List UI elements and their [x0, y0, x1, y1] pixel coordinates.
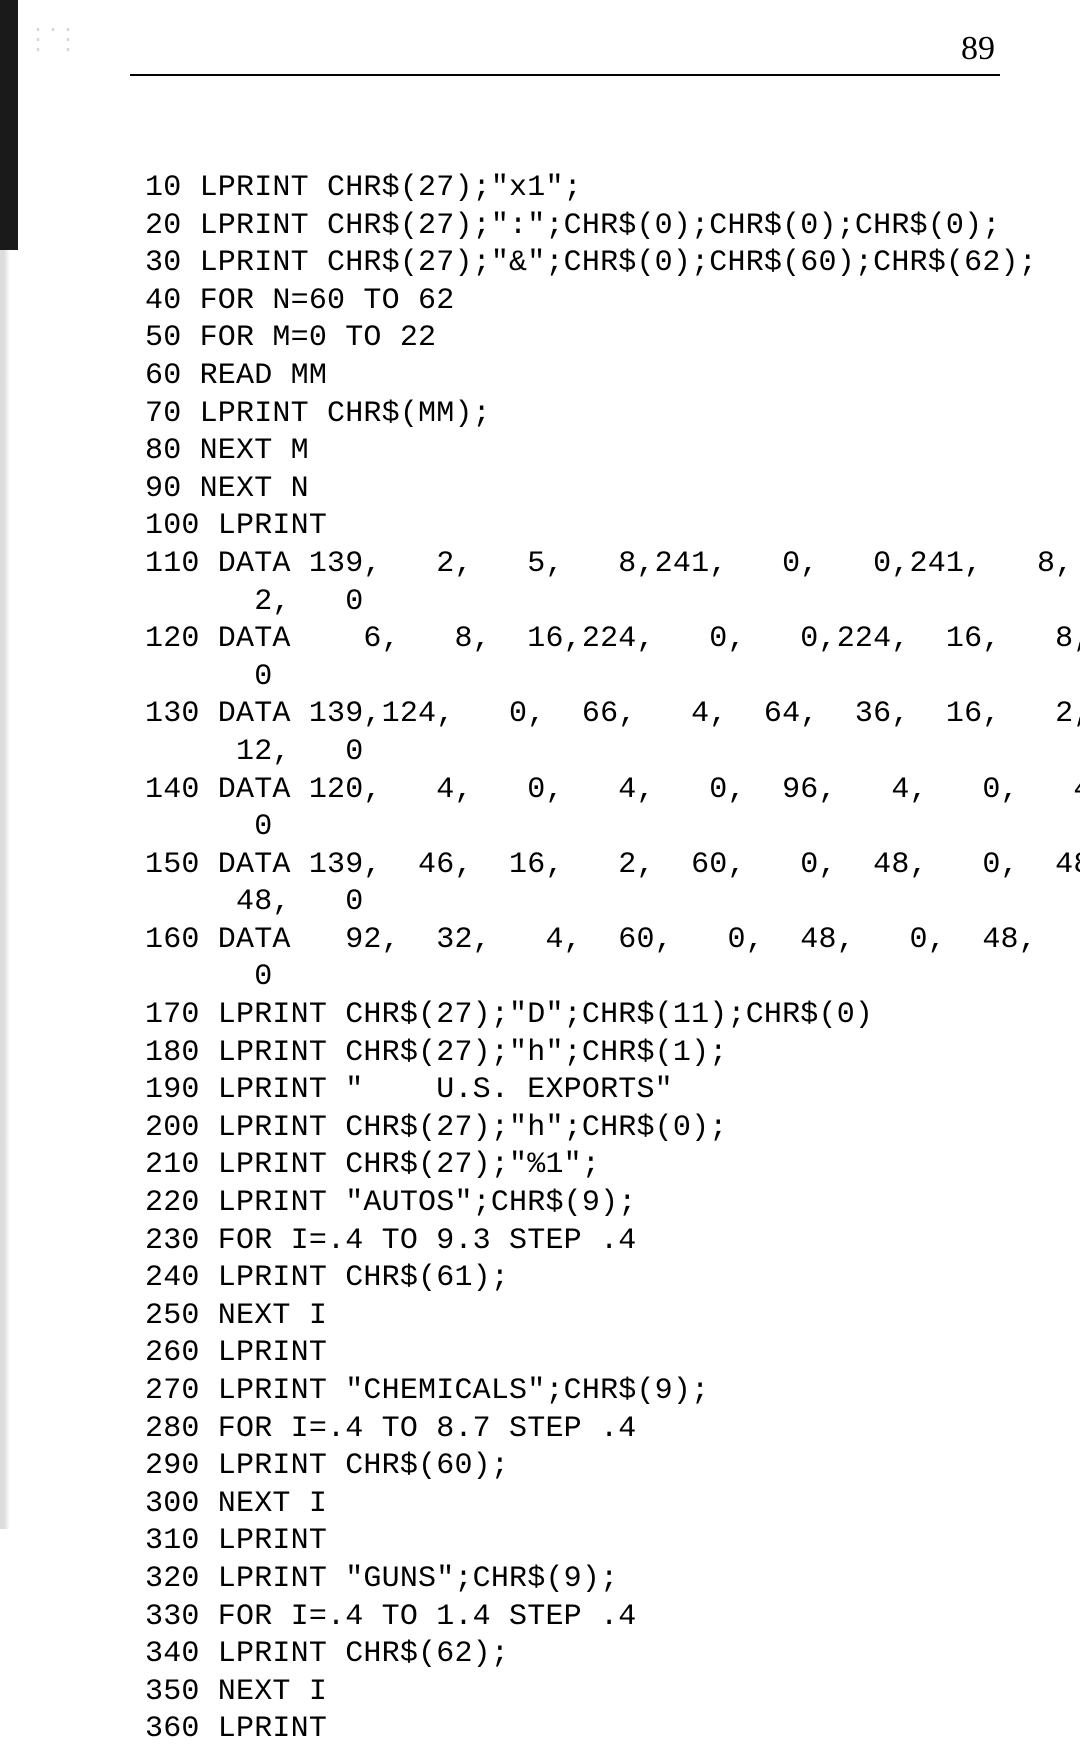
page: ···· ·· · 89 10 LPRINT CHR$(27);"x1"; 20… [0, 0, 1080, 1529]
book-spine-fade [0, 250, 10, 1529]
book-spine-shadow [0, 0, 18, 250]
page-number: 89 [961, 30, 995, 68]
scan-noise: ···· ·· · [32, 26, 77, 56]
code-listing: 10 LPRINT CHR$(27);"x1"; 20 LPRINT CHR$(… [145, 170, 1020, 1749]
header-rule [130, 74, 1000, 76]
